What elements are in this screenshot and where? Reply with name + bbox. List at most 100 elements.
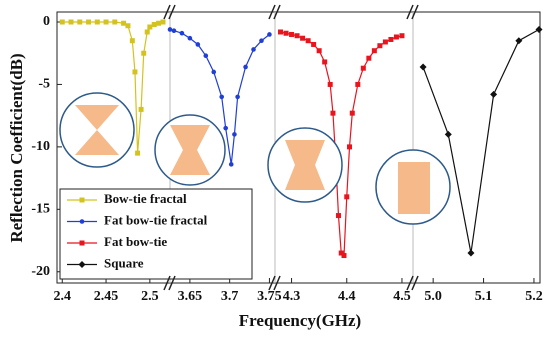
inset-shape (75, 105, 119, 130)
axis-break (406, 4, 414, 20)
axis-break (411, 4, 419, 20)
marker (156, 20, 162, 26)
marker (355, 81, 361, 87)
marker (335, 213, 341, 219)
marker (141, 50, 147, 56)
marker (377, 43, 383, 49)
series-line (422, 28, 540, 254)
marker (382, 39, 388, 45)
marker (59, 19, 65, 25)
axis-break (268, 275, 276, 291)
marker (419, 63, 427, 71)
marker (94, 19, 100, 25)
series-line (169, 28, 270, 165)
legend-label: Fat bow-tie fractal (104, 212, 208, 227)
x-tick-label: 4.5 (393, 289, 411, 304)
marker (235, 94, 240, 100)
axis-break (168, 4, 176, 20)
marker (203, 53, 209, 59)
marker (125, 23, 131, 29)
legend-label: Bow-tie fractal (104, 191, 187, 206)
y-axis-title: Reflection Coefficient(dB) (7, 53, 26, 242)
legend-label: Fat bow-tie (104, 234, 167, 249)
x-tick-label: 5.0 (424, 289, 442, 304)
marker (399, 33, 405, 39)
marker (349, 110, 355, 116)
x-tick-label: 4.4 (338, 289, 356, 304)
legend-label: Square (104, 255, 144, 270)
marker (77, 19, 83, 25)
x-tick-label: 2.45 (94, 289, 119, 304)
axis-break (168, 275, 176, 291)
marker (68, 19, 74, 25)
inset-shape (285, 140, 325, 190)
insets (59, 92, 451, 225)
y-tick-label: -5 (38, 77, 50, 92)
marker (294, 33, 300, 39)
marker (219, 94, 225, 100)
marker (515, 37, 523, 45)
legend-marker (79, 240, 85, 246)
marker (86, 19, 92, 25)
inset-shape (398, 162, 430, 214)
x-tick-label: 5.1 (475, 289, 493, 304)
marker (338, 250, 344, 256)
marker (232, 132, 237, 137)
marker (311, 41, 317, 47)
marker (135, 150, 141, 156)
legend-marker (79, 197, 85, 203)
marker (211, 69, 217, 75)
x-tick-label: 2.5 (141, 289, 159, 304)
legend-marker (78, 261, 86, 268)
axis-break (268, 4, 276, 20)
x-tick-label: 3.75 (257, 289, 282, 304)
x-tick-label: 3.65 (178, 289, 203, 304)
axis-break (406, 275, 414, 291)
marker (330, 110, 336, 116)
legend: Bow-tie fractal Fat bow-tie fractal Fat bo… (59, 188, 253, 280)
marker (344, 194, 350, 200)
marker (144, 29, 150, 35)
marker (278, 29, 284, 35)
y-tick-label: -20 (31, 264, 50, 279)
marker (132, 69, 138, 75)
marker (147, 24, 153, 30)
x-axis-title: Frequency(GHz) (239, 311, 361, 330)
x-tick-label: 3.7 (221, 289, 239, 304)
marker (228, 162, 234, 167)
inset-shape (170, 125, 210, 175)
marker (112, 19, 118, 25)
y-tick-label: 0 (43, 14, 50, 29)
marker (103, 19, 109, 25)
marker (467, 249, 475, 257)
axis-break (273, 275, 281, 291)
legend-marker (79, 219, 85, 224)
marker (305, 38, 311, 44)
x-tick-label: 4.3 (283, 289, 301, 304)
marker (138, 106, 144, 112)
marker (322, 59, 328, 65)
marker (267, 32, 272, 37)
x-tick-label: 2.4 (54, 289, 72, 304)
marker (283, 30, 289, 36)
marker (171, 28, 177, 34)
marker (160, 19, 166, 25)
marker (316, 48, 322, 54)
marker (366, 55, 372, 61)
marker (490, 90, 498, 98)
marker (243, 64, 248, 70)
marker (251, 47, 256, 52)
axis-break (163, 4, 171, 20)
marker (360, 65, 366, 71)
marker (179, 30, 185, 36)
axis-break (273, 4, 281, 20)
axis-break (163, 275, 171, 291)
x-tick-label: 5.2 (525, 289, 543, 304)
marker (289, 31, 295, 37)
marker (371, 48, 377, 54)
marker (129, 38, 135, 44)
marker (195, 42, 201, 47)
inset-shape (75, 130, 119, 155)
marker (444, 130, 452, 138)
